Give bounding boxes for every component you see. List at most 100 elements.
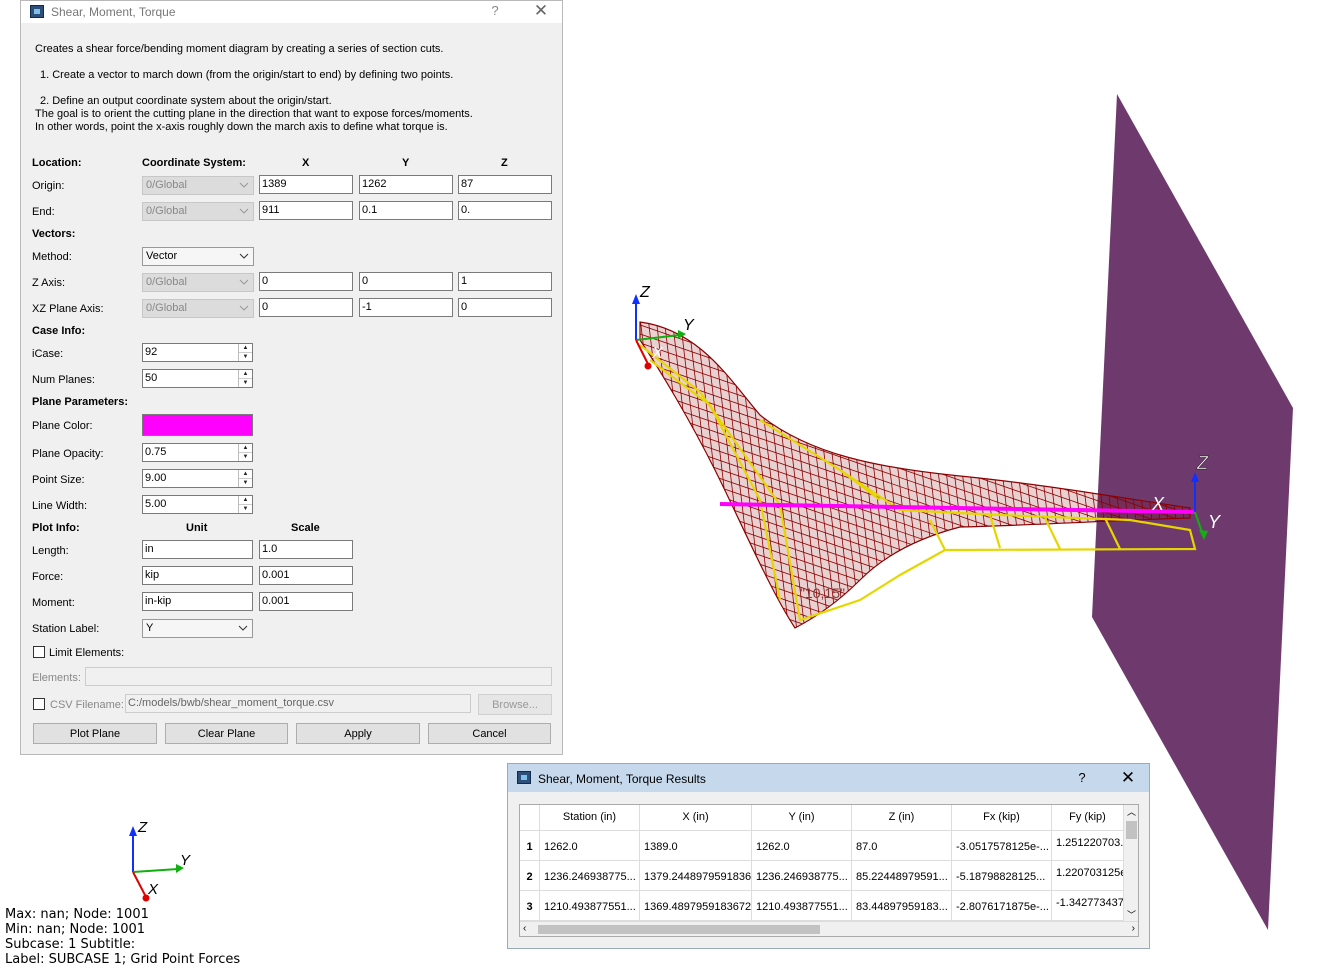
column-header[interactable]: Y (in) [752,805,852,831]
table-cell[interactable]: 83.44897959183... [852,891,952,921]
column-header[interactable]: Z (in) [852,805,952,831]
mesh-line [1045,322,1087,628]
csv-checkbox[interactable] [33,698,45,710]
results-help-button[interactable]: ? [1078,770,1086,785]
table-cell[interactable]: -5.18798828125... [952,861,1052,891]
table-cell[interactable]: 85.22448979591... [852,861,952,891]
row-header[interactable]: 1 [520,831,540,861]
browse-button[interactable]: Browse... [478,694,552,715]
plane-color-button[interactable] [142,414,253,436]
plane-params-section-label: Plane Parameters: [32,396,128,408]
table-cell[interactable]: -1.342773437... [1052,891,1124,921]
origin-y-input[interactable]: 1262 [359,175,453,194]
table-cell[interactable]: 1369.4897959183672 [640,891,752,921]
results-close-button[interactable]: ✕ [1120,768,1136,787]
z-axis-x-input[interactable]: 0 [259,272,353,291]
origin-triad: Z Y X [632,284,695,370]
method-select[interactable]: Vector [142,247,254,266]
line-width-spinbox[interactable]: 5.00 ▲ ▼ [142,495,253,514]
column-header[interactable]: Station (in) [540,805,640,831]
spin-arrows-icon[interactable]: ▲ ▼ [238,444,252,461]
help-button[interactable]: ? [491,3,499,18]
column-header[interactable]: Fx (kip) [952,805,1052,831]
table-cell[interactable]: 1379.2448979591836 [640,861,752,891]
close-button[interactable]: ✕ [533,1,549,20]
y-header: Y [402,157,410,169]
scroll-right-icon[interactable]: › [1131,923,1135,934]
end-z-input[interactable]: 0. [458,201,552,220]
icase-spinbox[interactable]: 92 ▲ ▼ [142,343,253,362]
length-scale-input[interactable]: 1.0 [259,540,353,559]
end-x-input[interactable]: 911 [259,201,353,220]
scroll-left-icon[interactable]: ‹ [523,923,527,934]
horizontal-scrollbar[interactable]: ‹ › [520,921,1138,936]
spin-arrows-icon[interactable]: ▲ ▼ [238,470,252,487]
info-label: Label: SUBCASE 1; Grid Point Forces [5,952,241,967]
plane-opacity-spinbox[interactable]: 0.75 ▲ ▼ [142,443,253,462]
xz-axis-z-input[interactable]: 0 [458,298,552,317]
origin-x-input[interactable]: 1389 [259,175,353,194]
xz-axis-x-input[interactable]: 0 [259,298,353,317]
table-cell[interactable]: 1262.0 [752,831,852,861]
dialog-titlebar[interactable]: Shear, Moment, Torque ? ✕ [21,1,562,23]
table-cell[interactable]: 1210.493877551... [540,891,640,921]
table-cell[interactable]: 1.220703125e... [1052,861,1124,891]
cancel-button[interactable]: Cancel [428,723,551,744]
origin-coord-select[interactable]: 0/Global [142,176,254,195]
z-axis-coord-select[interactable]: 0/Global [142,273,254,292]
z-axis-z-input[interactable]: 1 [458,272,552,291]
table-cell[interactable]: 1210.493877551... [752,891,852,921]
scroll-down-icon[interactable]: ﹀ [1126,910,1136,920]
model-label: "10,15" [800,585,845,601]
scroll-thumb-horizontal[interactable] [538,925,820,934]
scroll-up-icon[interactable]: ︿ [1126,807,1136,817]
force-scale-input[interactable]: 0.001 [259,566,353,585]
table-cell[interactable]: 1236.246938775... [752,861,852,891]
spin-arrows-icon[interactable]: ▲ ▼ [238,344,252,361]
table-cell[interactable]: 1262.0 [540,831,640,861]
results-table[interactable]: Station (in) X (in) Y (in) Z (in) Fx (kip) Fy… [519,804,1139,937]
num-planes-spinbox[interactable]: 50 ▲ ▼ [142,369,253,388]
mesh-line [1053,322,1095,628]
mesh-line [933,322,975,628]
info-subcase: Subcase: 1 Subtitle: [5,937,136,952]
origin-z-input[interactable]: 87 [458,175,552,194]
scroll-thumb[interactable] [1126,821,1137,839]
spin-arrows-icon[interactable]: ▲ ▼ [238,496,252,513]
plot-plane-button[interactable]: Plot Plane [33,723,157,744]
apply-button[interactable]: Apply [296,723,420,744]
table-corner[interactable] [520,805,540,831]
moment-scale-input[interactable]: 0.001 [259,592,353,611]
moment-unit-input[interactable]: in-kip [142,592,253,611]
xz-axis-y-input[interactable]: -1 [359,298,453,317]
force-unit-input[interactable]: kip [142,566,253,585]
table-cell[interactable]: 87.0 [852,831,952,861]
svg-text:Y: Y [180,852,191,869]
results-titlebar[interactable]: Shear, Moment, Torque Results ? ✕ [508,764,1149,792]
table-cell[interactable]: -3.0517578125e-... [952,831,1052,861]
table-cell[interactable]: 1.251220703... [1052,831,1124,861]
column-header[interactable]: X (in) [640,805,752,831]
end-coord-select[interactable]: 0/Global [142,202,254,221]
station-label-select[interactable]: Y [142,619,253,638]
row-header[interactable]: 3 [520,891,540,921]
vertical-scrollbar[interactable]: ︿ ﹀ [1123,805,1138,921]
elements-input[interactable] [85,667,552,686]
column-header[interactable]: Fy (kip) [1052,805,1124,831]
limit-elements-checkbox[interactable] [33,646,45,658]
end-y-input[interactable]: 0.1 [359,201,453,220]
clear-plane-button[interactable]: Clear Plane [165,723,288,744]
line-width-label: Line Width: [32,500,88,512]
table-cell[interactable]: 1389.0 [640,831,752,861]
csv-filename-input[interactable]: C:/models/bwb/shear_moment_torque.csv [125,694,471,713]
spin-arrows-icon[interactable]: ▲ ▼ [238,370,252,387]
point-size-spinbox[interactable]: 9.00 ▲ ▼ [142,469,253,488]
row-header[interactable]: 2 [520,861,540,891]
mesh-line [949,322,991,628]
xz-axis-coord-select[interactable]: 0/Global [142,299,254,318]
table-cell[interactable]: 1236.246938775... [540,861,640,891]
z-axis-y-input[interactable]: 0 [359,272,453,291]
length-unit-input[interactable]: in [142,540,253,559]
table-cell[interactable]: -2.8076171875e-... [952,891,1052,921]
